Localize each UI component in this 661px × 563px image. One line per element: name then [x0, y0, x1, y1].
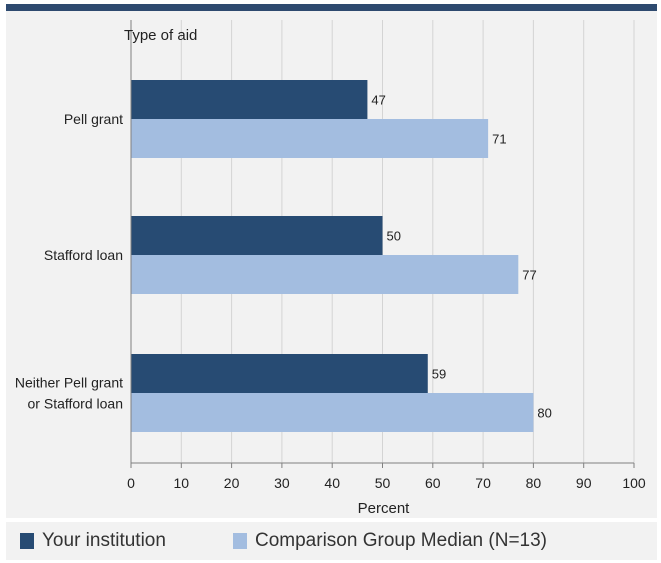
category-label: Pell grant — [64, 111, 123, 127]
category-axis-title: Type of aid — [124, 27, 197, 44]
data-label: 71 — [492, 132, 506, 147]
x-tick-label: 50 — [375, 475, 391, 491]
x-axis-title: Percent — [358, 500, 411, 517]
data-label: 80 — [537, 406, 551, 421]
x-tick-label: 20 — [224, 475, 240, 491]
legend-swatch-comparison-group — [233, 533, 247, 549]
x-tick-label: 90 — [576, 475, 592, 491]
labels: Type of aid Percent 47 71 Pell grant 50 77 Staf… — [15, 27, 552, 517]
data-label: 59 — [432, 367, 446, 382]
legend-item-comparison-group: Comparison Group Median (N=13) — [233, 522, 547, 560]
x-tick-label: 60 — [425, 475, 441, 491]
legend-item-your-institution: Your institution — [20, 522, 166, 560]
legend-label-your-institution: Your institution — [42, 530, 166, 551]
bar-series0-cat1 — [131, 216, 383, 255]
x-tick-label: 70 — [475, 475, 491, 491]
x-tick-label: 10 — [174, 475, 190, 491]
bar-series0-cat0 — [131, 80, 368, 119]
x-tick-label: 100 — [622, 475, 646, 491]
x-tick-label: 40 — [324, 475, 340, 491]
data-label: 77 — [522, 268, 536, 283]
legend-label-comparison-group: Comparison Group Median (N=13) — [255, 530, 547, 551]
x-tick-label: 0 — [127, 475, 135, 491]
bar-series1-cat1 — [131, 255, 519, 294]
data-label: 47 — [371, 93, 385, 108]
x-tick-label: 80 — [526, 475, 542, 491]
bar-series0-cat2 — [131, 354, 428, 393]
bar-series1-cat0 — [131, 119, 489, 158]
category-label: or Stafford loan — [28, 396, 123, 412]
legend-swatch-your-institution — [20, 533, 34, 549]
category-label: Stafford loan — [44, 247, 123, 263]
bar-series1-cat2 — [131, 393, 534, 432]
data-label: 50 — [387, 229, 401, 244]
category-label: Neither Pell grant — [15, 375, 123, 391]
axes: 0 10 20 30 40 50 60 70 80 90 100 — [127, 20, 646, 491]
top-rule — [6, 4, 657, 11]
bars — [131, 80, 534, 432]
legend: Your institution Comparison Group Median… — [6, 522, 657, 560]
x-tick-label: 30 — [274, 475, 290, 491]
